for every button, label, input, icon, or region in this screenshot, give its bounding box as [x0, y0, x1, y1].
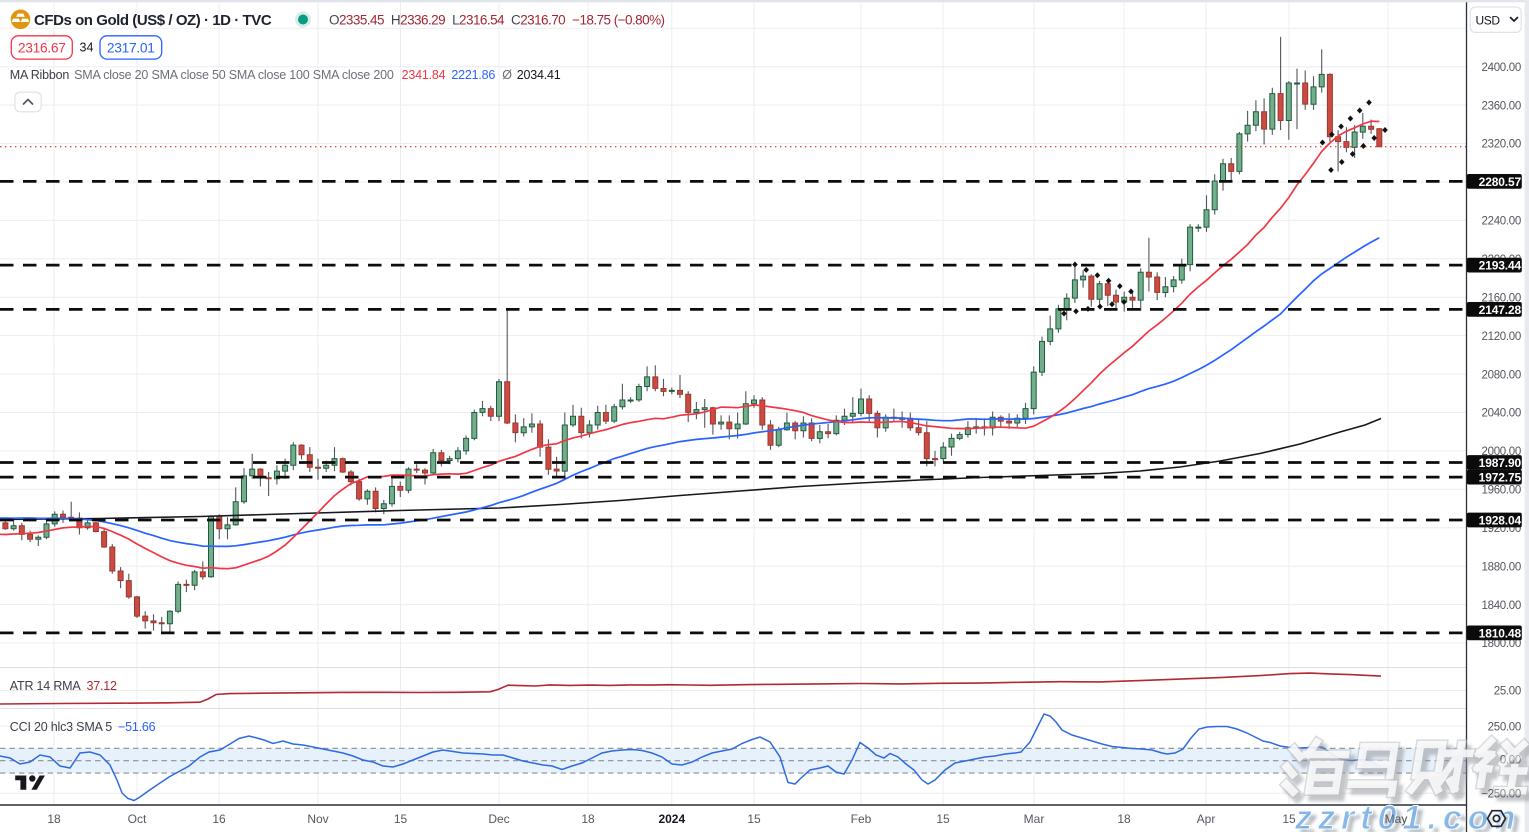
svg-text:1810.48: 1810.48 [1479, 626, 1522, 640]
svg-text:1800.00: 1800.00 [1482, 638, 1521, 650]
svg-text:18: 18 [47, 812, 61, 826]
svg-text:1972.75: 1972.75 [1479, 471, 1522, 485]
svg-text:Nov: Nov [307, 812, 328, 826]
svg-text:2240.00: 2240.00 [1482, 216, 1521, 228]
svg-text:May: May [1385, 812, 1408, 826]
svg-text:2080.00: 2080.00 [1482, 369, 1521, 381]
svg-text:2024: 2024 [658, 812, 685, 826]
svg-text:2120.00: 2120.00 [1482, 331, 1521, 343]
svg-text:−250.00: −250.00 [1481, 788, 1521, 800]
svg-text:2360.00: 2360.00 [1482, 100, 1521, 112]
svg-text:CFDs on Gold (US$ / OZ) · 1D ·: CFDs on Gold (US$ / OZ) · 1D · TVC [34, 12, 272, 29]
svg-text:18: 18 [581, 812, 595, 826]
svg-text:May: May [1385, 812, 1408, 826]
svg-text:zzrt01.con: zzrt01.con [1294, 799, 1521, 832]
svg-text:1987.90: 1987.90 [1479, 456, 1522, 470]
svg-text:2040.00: 2040.00 [1482, 408, 1521, 420]
svg-text:2316.67: 2316.67 [18, 41, 66, 56]
svg-text:2160.00: 2160.00 [1482, 292, 1521, 304]
svg-text:2320.00: 2320.00 [1482, 139, 1521, 151]
svg-text:15: 15 [936, 812, 950, 826]
svg-text:zzrt01.con: zzrt01.con [1299, 803, 1526, 832]
svg-text:15: 15 [1282, 812, 1296, 826]
svg-text:250.00: 250.00 [1488, 721, 1521, 733]
svg-text:1928.04: 1928.04 [1479, 513, 1522, 527]
svg-text:2317.01: 2317.01 [107, 41, 155, 56]
svg-text:1880.00: 1880.00 [1482, 561, 1521, 573]
svg-text:1840.00: 1840.00 [1482, 600, 1521, 612]
svg-text:18: 18 [1117, 812, 1131, 826]
svg-text:34: 34 [80, 41, 94, 55]
svg-text:Apr: Apr [1197, 812, 1216, 826]
svg-text:Oct: Oct [128, 812, 147, 826]
svg-text:2400.00: 2400.00 [1482, 62, 1521, 74]
svg-text:Mar: Mar [1024, 812, 1045, 826]
svg-text:25.00: 25.00 [1494, 686, 1521, 698]
svg-text:Feb: Feb [851, 812, 872, 826]
svg-text:Dec: Dec [488, 812, 509, 826]
svg-text:2147.28: 2147.28 [1479, 303, 1522, 317]
svg-text:15: 15 [747, 812, 761, 826]
svg-text:15: 15 [394, 812, 408, 826]
svg-text:USD: USD [1476, 13, 1501, 27]
svg-text:CCI 20 hlc3 SMA 5−51.66: CCI 20 hlc3 SMA 5 −51.66 [10, 720, 156, 734]
svg-text:2193.44: 2193.44 [1479, 259, 1522, 273]
svg-text:2280.57: 2280.57 [1479, 175, 1522, 189]
svg-text:16: 16 [212, 812, 226, 826]
svg-text:1960.00: 1960.00 [1482, 485, 1521, 497]
svg-text:0.00: 0.00 [1500, 755, 1521, 767]
